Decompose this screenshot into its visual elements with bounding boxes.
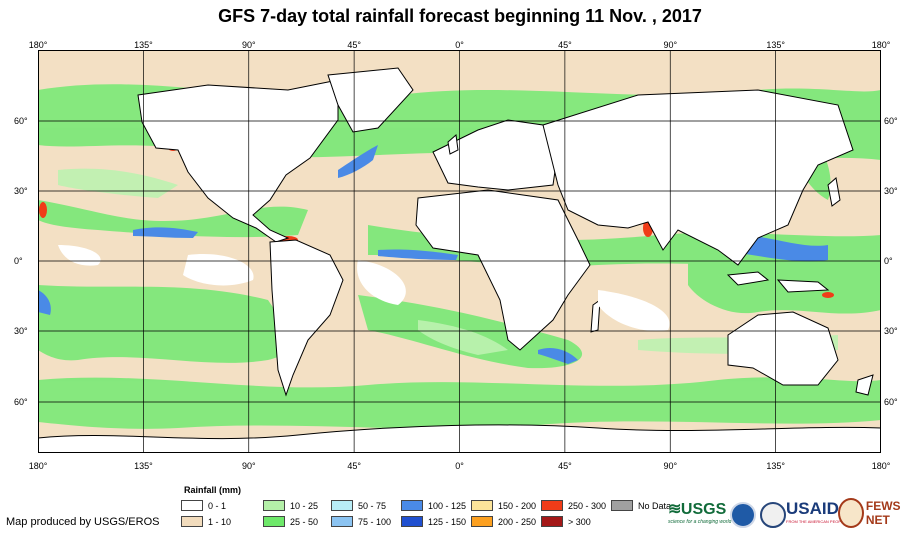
legend-label: 0 - 1: [208, 500, 227, 511]
lat-tick-left: 60°: [14, 397, 28, 407]
legend-label: 1 - 10: [208, 516, 232, 527]
lat-tick-left: 30°: [14, 186, 28, 196]
legend-swatch: [611, 500, 633, 511]
legend-label: 75 - 100: [358, 516, 392, 527]
rainfall-map: [38, 50, 881, 453]
lon-tick-bottom: 90°: [663, 461, 678, 471]
legend-item: 50 - 75: [331, 500, 386, 511]
legend-item: 1 - 10: [181, 516, 231, 527]
graticule: [38, 50, 881, 453]
lon-tick-top: 180°: [28, 40, 48, 50]
south-america: [269, 239, 344, 397]
lon-tick-top: 135°: [766, 40, 785, 50]
legend-item: 150 - 200: [471, 500, 536, 511]
legend-label: 10 - 25: [290, 500, 319, 511]
lon-tick-bottom: 135°: [766, 461, 785, 471]
legend-item: 250 - 300: [541, 500, 606, 511]
lat-tick-right: 60°: [884, 397, 898, 407]
lon-tick-top: 135°: [134, 40, 153, 50]
lat-tick-right: 0°: [884, 256, 893, 266]
legend-item: > 300: [541, 516, 591, 527]
lon-tick-bottom: 0°: [455, 461, 464, 471]
legend-swatch: [181, 516, 203, 527]
lon-tick-bottom: 180°: [871, 461, 891, 471]
legend-label: 125 - 150: [428, 516, 467, 527]
legend-item: 100 - 125: [401, 500, 466, 511]
legend-label: 100 - 125: [428, 500, 467, 511]
map-title: GFS 7-day total rainfall forecast beginn…: [218, 6, 702, 26]
legend-swatch: [541, 516, 563, 527]
legend-item: 25 - 50: [263, 516, 318, 527]
lon-tick-bottom: 135°: [134, 461, 153, 471]
lon-tick-top: 180°: [871, 40, 891, 50]
rain-cells-heavy: [38, 145, 828, 364]
lat-tick-left: 30°: [14, 326, 28, 336]
legend-swatch: [471, 516, 493, 527]
legend-title: Rainfall (mm): [184, 485, 242, 495]
lat-tick-right: 30°: [884, 326, 898, 336]
legend-item: 125 - 150: [401, 516, 466, 527]
usaid-logo: USAID FROM THE AMERICAN PEOPLE: [786, 499, 846, 524]
legend-swatch: [401, 516, 423, 527]
legend-label: 50 - 75: [358, 500, 387, 511]
legend-item: 200 - 250: [471, 516, 536, 527]
legend-label: 150 - 200: [498, 500, 537, 511]
legend-swatch: [181, 500, 203, 511]
legend: 0 - 1 1 - 10 10 - 25 25 - 50 50 - 75 75 - 100…: [181, 500, 671, 532]
lon-tick-bottom: 180°: [28, 461, 48, 471]
lon-tick-top: 90°: [241, 40, 256, 50]
lon-tick-top: 45°: [558, 40, 572, 50]
legend-swatch: [263, 516, 285, 527]
lon-tick-bottom: 45°: [347, 461, 361, 471]
legend-swatch: [471, 500, 493, 511]
lon-tick-top: 90°: [663, 40, 678, 50]
lat-tick-left: 60°: [14, 116, 28, 126]
lon-tick-top: 45°: [347, 40, 361, 50]
legend-swatch: [263, 500, 285, 511]
lon-tick-top: 0°: [455, 40, 464, 50]
lat-tick-right: 30°: [884, 186, 898, 196]
lat-tick-right: 60°: [884, 116, 898, 126]
lon-tick-bottom: 90°: [241, 461, 256, 471]
legend-swatch: [331, 500, 353, 511]
lon-tick-bottom: 45°: [558, 461, 572, 471]
noaa-logo: [730, 502, 756, 528]
lat-tick-left: 0°: [14, 256, 23, 266]
legend-item: No Data: [611, 500, 671, 511]
legend-item: 10 - 25: [263, 500, 318, 511]
legend-item: 75 - 100: [331, 516, 391, 527]
fewsnet-logo: FEWS NET: [838, 498, 918, 528]
usaid-seal: [760, 502, 786, 528]
legend-swatch: [331, 516, 353, 527]
legend-label: 25 - 50: [290, 516, 319, 527]
credit-text: Map produced by USGS/EROS: [6, 516, 160, 528]
usgs-logo: ≋USGS science for a changing world: [668, 501, 732, 525]
legend-label: 200 - 250: [498, 516, 537, 527]
legend-label: No Data: [638, 500, 672, 511]
greenland: [327, 67, 414, 133]
dry-ocean-areas: [58, 245, 670, 331]
legend-label: 250 - 300: [568, 500, 607, 511]
legend-swatch: [401, 500, 423, 511]
legend-swatch: [541, 500, 563, 511]
legend-label: > 300: [568, 516, 591, 527]
logos: ≋USGS science for a changing world USAID…: [668, 495, 918, 535]
legend-item: 0 - 1: [181, 500, 226, 511]
